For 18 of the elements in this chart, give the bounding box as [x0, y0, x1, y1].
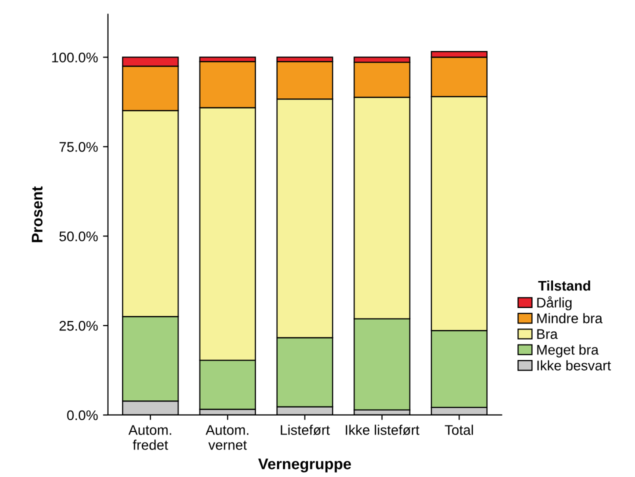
y-axis-title: Prosent — [32, 186, 43, 242]
y-tick-label: 100.0% — [52, 52, 98, 62]
legend-label: Ikke besvart — [537, 360, 611, 370]
y-tick-label: 0.0% — [67, 410, 98, 420]
x-axis-title: Vernegruppe — [258, 458, 351, 472]
y-tick-label: 75.0% — [60, 142, 98, 152]
legend-label: Bra — [537, 329, 558, 339]
legend-label: Mindre bra — [537, 313, 603, 324]
y-tick-label: 50.0% — [59, 231, 98, 242]
legend-title: Tilstand — [538, 280, 590, 291]
x-tick-label: Autom. fredet — [128, 425, 172, 450]
x-tick-label: Total — [444, 424, 473, 435]
legend-label: Dårlig — [537, 296, 572, 310]
x-tick-label: Autom. vernet — [206, 425, 248, 450]
y-tick-label: 25.0% — [60, 320, 98, 331]
x-tick-label: Ikke listeført — [346, 424, 420, 436]
x-tick-label: Listeført — [280, 424, 330, 436]
legend-label: Meget bra — [537, 344, 599, 358]
